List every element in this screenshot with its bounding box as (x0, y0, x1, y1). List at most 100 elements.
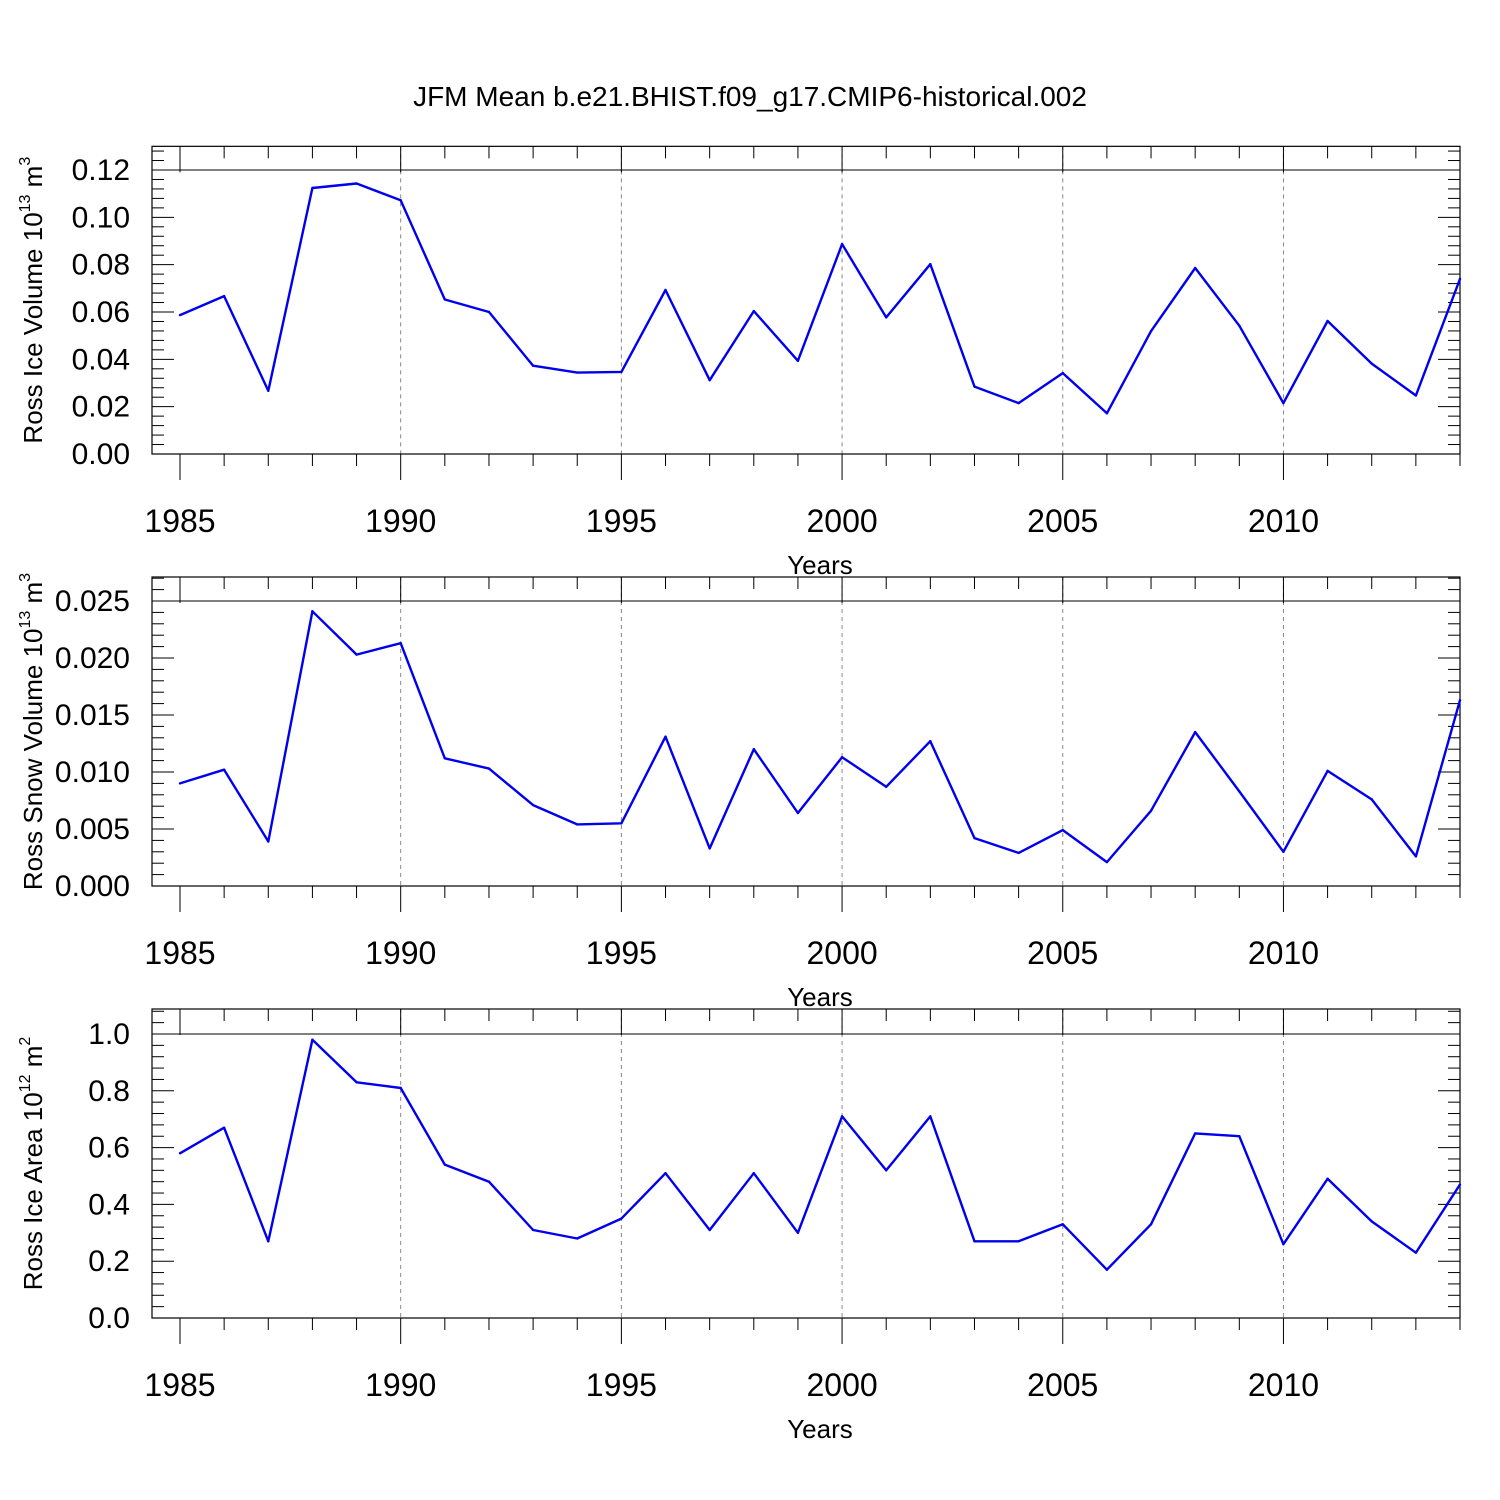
data-point-2003 (973, 836, 976, 840)
data-point-1986 (222, 1126, 226, 1129)
data-point-2001 (885, 785, 888, 789)
data-point-1996 (664, 1171, 667, 1175)
data-point-2007 (1149, 809, 1153, 812)
data-point-1985 (178, 782, 182, 785)
x-tick-label-1990: 1990 (365, 1367, 436, 1403)
y-axis-title: Ross Snow Volume 1013 m3 (17, 573, 48, 890)
y-tick-label: 0.04 (72, 343, 130, 376)
data-point-1985 (178, 1152, 182, 1155)
data-point-2014 (1458, 277, 1462, 281)
data-point-1993 (531, 1228, 535, 1232)
data-point-1986 (222, 768, 226, 771)
y-tick-label: 0.00 (72, 438, 130, 471)
y-tick-label: 0.4 (88, 1188, 130, 1221)
data-point-1991 (443, 298, 447, 301)
data-point-2012 (1370, 798, 1373, 801)
x-tick-label-2005: 2005 (1027, 1367, 1098, 1403)
panel-ross-ice-area: 0.0 0.2 0.4 0.6 0.8 1.0 1985 1990 1995 2000 2005 20… (17, 1008, 1462, 1444)
x-axis-title: Years (787, 550, 853, 580)
panel-ross-snow-volume: 0.000 0.005 0.010 0.015 0.020 0.025 1985 1990 19… (17, 573, 1462, 1012)
y-tick-label: 0.8 (88, 1075, 130, 1108)
x-tick-label-1990: 1990 (365, 935, 436, 971)
data-point-2014 (1458, 1183, 1462, 1186)
data-point-1988 (311, 186, 314, 190)
data-point-1993 (531, 803, 535, 807)
x-tick-label-1990: 1990 (365, 503, 436, 539)
data-point-1989 (355, 1081, 358, 1084)
data-point-1997 (708, 1228, 711, 1232)
data-point-2013 (1414, 394, 1418, 397)
y-axis-title-unit-exponent: 2 (17, 1037, 34, 1046)
y-axis-title-exponent: 13 (17, 611, 34, 629)
data-point-2002 (929, 262, 932, 266)
data-point-1996 (664, 288, 667, 292)
data-point-2009 (1238, 790, 1241, 793)
data-point-1994 (576, 1237, 579, 1240)
y-tick-label: 0.06 (72, 296, 130, 329)
data-point-1995 (620, 370, 623, 374)
data-point-2012 (1370, 362, 1373, 365)
data-point-1990 (399, 641, 402, 645)
x-tick-label-1985: 1985 (144, 935, 215, 971)
data-point-2003 (973, 385, 976, 388)
data-point-2007 (1149, 1223, 1153, 1226)
x-tick-label-1985: 1985 (144, 1367, 215, 1403)
data-point-2001 (885, 316, 888, 319)
data-point-1989 (355, 182, 358, 185)
y-axis-title-main: Ross Ice Volume 10 (18, 212, 48, 443)
y-tick-label: 0.6 (88, 1132, 130, 1165)
data-point-1990 (399, 1086, 402, 1090)
data-point-1992 (487, 1180, 491, 1183)
data-point-2011 (1326, 769, 1329, 773)
data-point-1991 (443, 757, 447, 760)
y-tick-label: 0.005 (55, 813, 130, 846)
y-tick-label: 0.2 (88, 1245, 130, 1278)
y-tick-label: 0.020 (55, 642, 130, 675)
data-point-2011 (1326, 1177, 1329, 1181)
series-line (179, 182, 1462, 415)
x-tick-label-1995: 1995 (586, 935, 657, 971)
y-axis-title-exponent: 12 (17, 1074, 34, 1092)
x-tick-label-1995: 1995 (586, 1367, 657, 1403)
data-point-1988 (311, 610, 314, 613)
y-tick-label: 0.02 (72, 391, 130, 424)
data-point-2012 (1370, 1220, 1373, 1223)
data-point-2007 (1149, 329, 1153, 333)
data-point-2001 (885, 1169, 888, 1172)
y-tick-label: 0.10 (72, 201, 130, 234)
y-axis-title-main: Ross Ice Area 10 (18, 1092, 48, 1290)
data-point-1995 (620, 822, 623, 825)
data-point-2005 (1061, 1223, 1064, 1226)
x-tick-label-2010: 2010 (1248, 935, 1319, 971)
data-point-1987 (267, 840, 270, 843)
data-point-1987 (267, 1240, 270, 1243)
data-point-1997 (708, 378, 711, 382)
panel-ross-ice-volume: 0.00 0.02 0.04 0.06 0.08 0.10 0.12 1985 1990 1995… (17, 145, 1462, 580)
x-tick-label-2005: 2005 (1027, 935, 1098, 971)
data-point-1988 (311, 1038, 314, 1041)
data-point-2000 (840, 242, 844, 246)
data-point-2004 (1017, 851, 1020, 855)
data-point-1991 (443, 1163, 447, 1166)
y-tick-label: 0.015 (55, 699, 130, 732)
y-tick-label: 0.12 (72, 154, 130, 187)
series-line (179, 610, 1462, 864)
data-point-2010 (1282, 401, 1285, 405)
data-point-1998 (752, 1171, 755, 1175)
y-axis-title-unit-exponent: 3 (17, 573, 34, 582)
y-tick-label: 0.0 (88, 1302, 130, 1335)
data-point-2006 (1105, 412, 1109, 415)
series-line (179, 1038, 1462, 1271)
data-point-2000 (840, 755, 844, 759)
data-point-1987 (267, 389, 270, 393)
x-tick-label-2005: 2005 (1027, 503, 1098, 539)
data-point-2011 (1326, 319, 1329, 323)
x-tick-label-1995: 1995 (586, 503, 657, 539)
y-tick-label: 1.0 (88, 1018, 130, 1051)
data-point-2005 (1061, 371, 1064, 375)
data-point-1996 (664, 735, 667, 738)
y-axis-title-unit-exponent: 3 (17, 157, 34, 166)
data-point-1998 (752, 309, 755, 313)
data-point-2006 (1105, 860, 1109, 864)
